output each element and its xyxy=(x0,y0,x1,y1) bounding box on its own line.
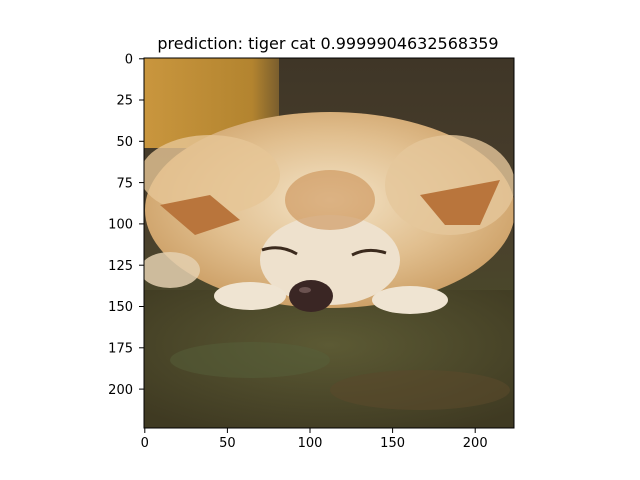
y-tick-0: 0 xyxy=(125,53,144,68)
svg-text:75: 75 xyxy=(116,176,133,191)
y-axis: 0 25 50 75 100 125 150 175 xyxy=(108,53,144,398)
axes-frame xyxy=(143,57,515,429)
svg-text:175: 175 xyxy=(108,342,133,357)
y-tick-150: 150 xyxy=(108,300,144,315)
x-axis: 0 50 100 150 200 xyxy=(141,428,488,451)
svg-text:0: 0 xyxy=(141,436,149,451)
y-tick-125: 125 xyxy=(108,259,144,274)
y-tick-75: 75 xyxy=(116,176,144,191)
x-tick-200: 200 xyxy=(463,428,488,451)
photo-image xyxy=(144,58,514,428)
svg-text:50: 50 xyxy=(116,135,133,150)
y-tick-25: 25 xyxy=(116,94,144,109)
x-tick-0: 0 xyxy=(141,428,149,451)
x-tick-100: 100 xyxy=(298,428,323,451)
svg-text:150: 150 xyxy=(108,300,133,315)
svg-text:200: 200 xyxy=(108,383,133,398)
svg-text:0: 0 xyxy=(125,53,133,68)
svg-text:50: 50 xyxy=(219,436,236,451)
y-tick-100: 100 xyxy=(108,218,144,233)
svg-text:100: 100 xyxy=(108,218,133,233)
svg-text:200: 200 xyxy=(463,436,488,451)
y-tick-50: 50 xyxy=(116,135,144,150)
y-tick-200: 200 xyxy=(108,383,144,398)
chart-title: prediction: tiger cat 0.9999904632568359 xyxy=(157,34,498,53)
y-tick-175: 175 xyxy=(108,342,144,357)
svg-text:25: 25 xyxy=(116,94,133,109)
svg-text:100: 100 xyxy=(298,436,323,451)
svg-text:125: 125 xyxy=(108,259,133,274)
svg-text:150: 150 xyxy=(380,436,405,451)
x-tick-50: 50 xyxy=(219,428,236,451)
x-tick-150: 150 xyxy=(380,428,405,451)
